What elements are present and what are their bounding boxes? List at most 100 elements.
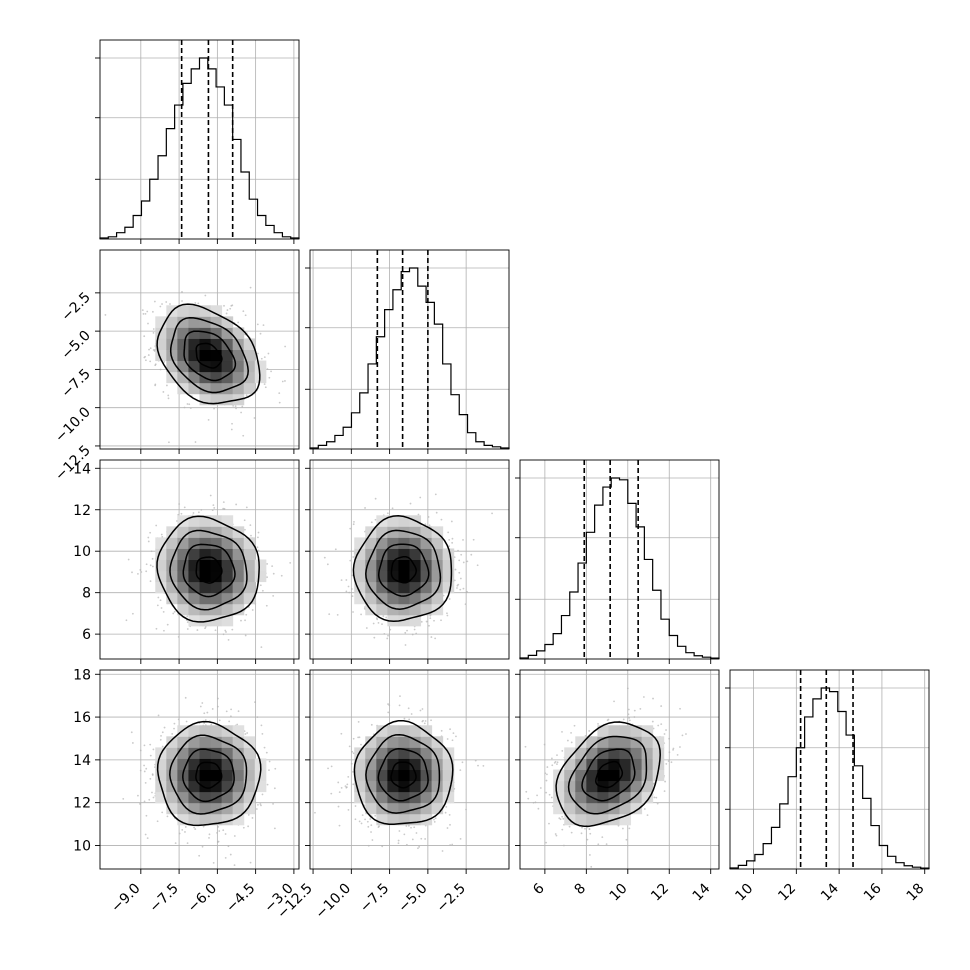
sample-point (225, 631, 227, 633)
sample-point (139, 569, 142, 571)
density-cell (199, 758, 212, 770)
sample-point (156, 820, 159, 823)
sample-point (174, 842, 177, 845)
density-cell (155, 791, 167, 804)
sample-point (185, 720, 188, 723)
sample-point (433, 820, 436, 823)
sample-point (266, 563, 269, 565)
density-cell (210, 371, 223, 384)
sample-point (201, 845, 204, 848)
density-cell (221, 736, 234, 748)
density-cell (232, 603, 245, 616)
sample-point (161, 745, 164, 748)
sample-point (385, 616, 388, 619)
density-cell (199, 316, 212, 328)
sample-point (387, 711, 390, 714)
sample-point (210, 723, 213, 726)
sample-point (264, 386, 267, 389)
sample-point (147, 354, 150, 356)
sample-point (440, 518, 443, 521)
sample-point (173, 610, 176, 613)
density-cell (420, 526, 433, 538)
density-cell (177, 338, 189, 350)
sample-point (159, 738, 162, 741)
density-cell (232, 725, 245, 737)
density-cell (254, 570, 267, 583)
sample-point (358, 820, 361, 823)
density-cell (210, 747, 223, 759)
sample-point (162, 610, 165, 613)
sample-point (448, 545, 450, 548)
density-cell (243, 537, 256, 549)
density-cell (232, 780, 245, 793)
y-tick-label: −7.5 (58, 366, 93, 401)
sample-point (151, 774, 154, 776)
sample-point (433, 818, 435, 821)
sample-point (242, 434, 245, 437)
sample-point (163, 726, 166, 729)
sample-point (230, 708, 232, 711)
density-cell (155, 349, 167, 362)
density-cell (442, 570, 455, 583)
sample-point (160, 533, 163, 536)
sample-point (491, 512, 493, 515)
density-cell (199, 570, 212, 583)
sample-point (399, 695, 401, 697)
sample-point (349, 559, 352, 562)
density-cell (166, 548, 178, 560)
density-cell (232, 349, 245, 362)
y-tick-label: 10 (73, 838, 91, 854)
sample-point (330, 792, 333, 795)
y-tick-label: 14 (73, 461, 91, 477)
density-cell (188, 780, 200, 793)
sample-point (482, 765, 485, 767)
sample-point (419, 709, 422, 712)
sample-point (181, 300, 183, 302)
sample-point (213, 507, 216, 509)
sample-point (411, 633, 414, 636)
panel-frame (309, 249, 510, 450)
sample-point (144, 781, 147, 784)
sample-point (166, 384, 168, 387)
density-cell (398, 526, 410, 538)
density-cell (221, 603, 234, 616)
density-cell (354, 537, 366, 549)
density-cell (243, 371, 256, 384)
y-tick-label: 18 (73, 667, 91, 683)
density-cell (409, 570, 422, 583)
sample-point (374, 814, 377, 817)
density-cell (365, 592, 377, 605)
x-tick-label: −9.0 (108, 881, 143, 916)
sample-point (347, 808, 350, 811)
density-cell (166, 592, 178, 605)
sample-point (188, 403, 191, 406)
density-cell (232, 769, 245, 782)
sample-point (409, 502, 412, 505)
sample-point (146, 310, 149, 313)
density-panel-1-0 (95, 249, 300, 454)
density-cell (155, 581, 167, 594)
sample-point (387, 634, 389, 637)
density-cell (221, 780, 234, 793)
density-cell (232, 371, 245, 384)
density-cell (177, 526, 189, 538)
contour-level-4 (156, 515, 260, 623)
sample-point (451, 537, 454, 540)
panel-frame (309, 459, 510, 660)
sample-point (365, 627, 368, 629)
sample-point (151, 557, 154, 560)
sample-point (260, 646, 263, 649)
sample-point (338, 824, 341, 827)
sample-point (261, 589, 264, 592)
sample-point (417, 513, 420, 516)
sample-point (274, 767, 277, 770)
sample-point (166, 623, 169, 626)
density-cell (155, 769, 167, 782)
sample-point (178, 832, 181, 835)
density-cell (431, 559, 444, 572)
sample-point (387, 703, 389, 705)
sample-point (381, 845, 384, 848)
density-cell (177, 537, 189, 549)
sample-point (237, 321, 240, 324)
density-cell (199, 747, 212, 759)
